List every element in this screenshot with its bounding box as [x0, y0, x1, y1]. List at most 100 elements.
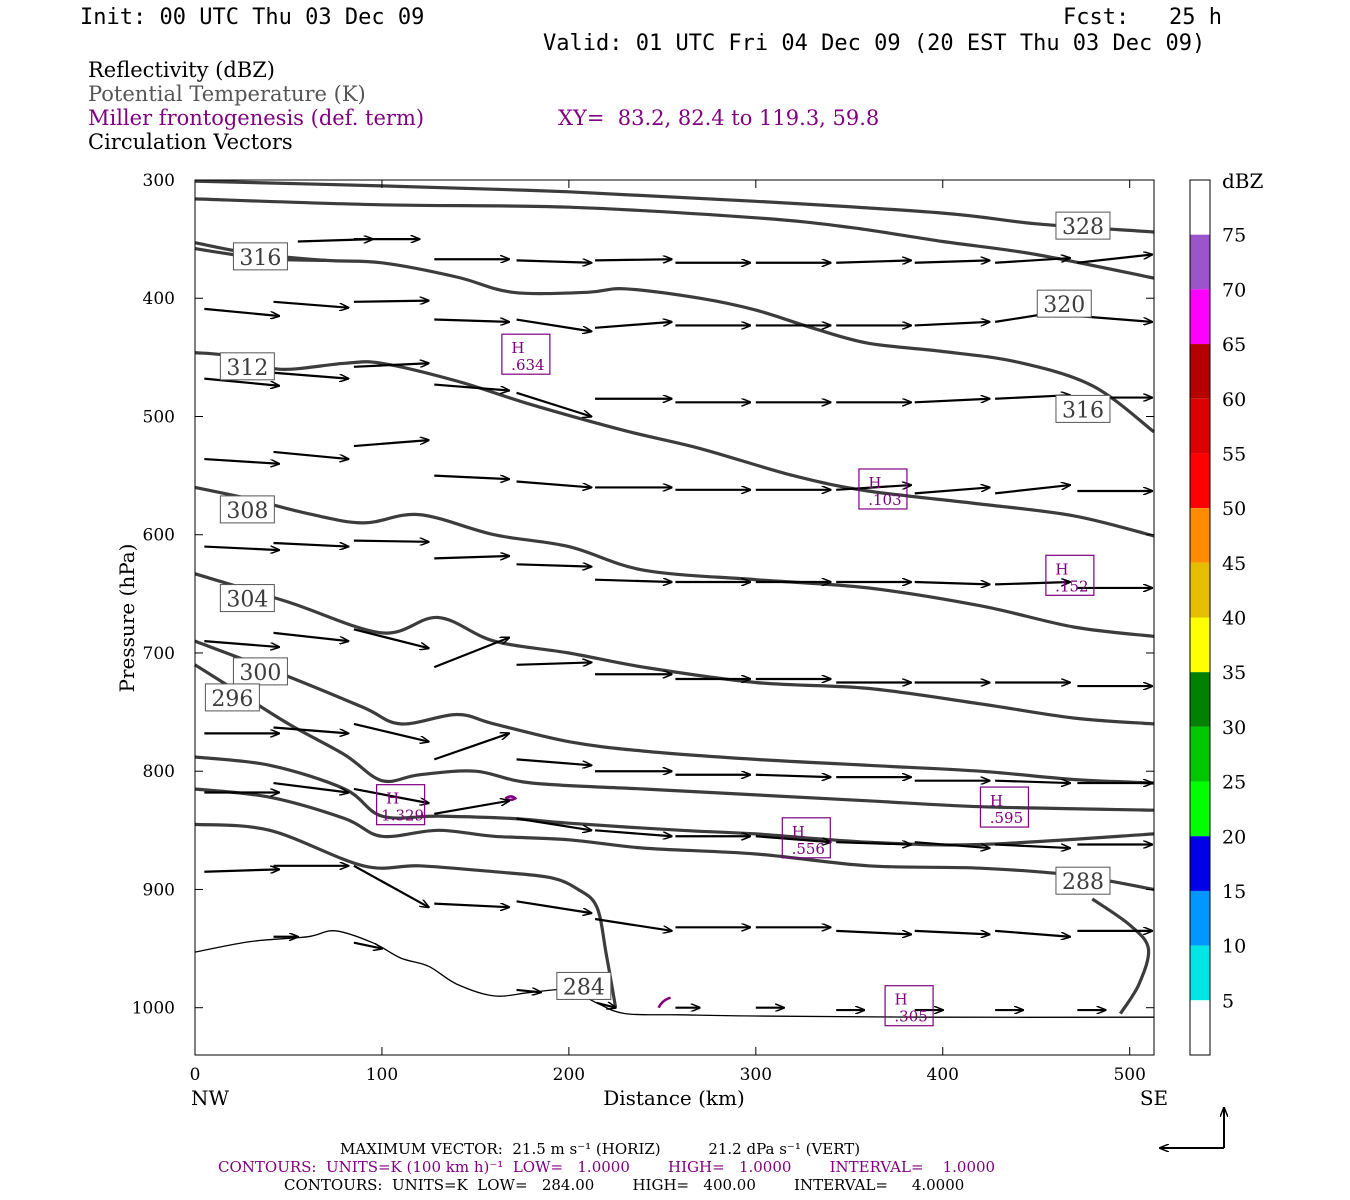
circulation-vector	[204, 869, 279, 871]
circulation-vector	[914, 487, 990, 495]
colorbar-swatch	[1190, 234, 1210, 290]
colorbar-level: 10	[1222, 936, 1246, 958]
theta-contour-324	[194, 197, 1155, 280]
theta-contour-328	[194, 179, 1155, 234]
miller-maximum-box	[376, 784, 426, 826]
theta-label-box	[1055, 866, 1111, 895]
miller-maximum-value: .556	[792, 840, 825, 858]
contours-theta-info: CONTOURS: UNITS=K LOW= 284.00 HIGH= 400.…	[284, 1176, 965, 1194]
colorbar-swatch	[1190, 1000, 1210, 1055]
circulation-vector	[516, 817, 592, 831]
theta-contour-308	[194, 485, 1155, 638]
circulation-vector	[594, 917, 672, 931]
circulation-vector	[353, 787, 429, 803]
miller-maximum-label: H	[990, 792, 1003, 810]
y-tick-label: 700	[143, 644, 175, 664]
theta-label-box	[1055, 394, 1111, 423]
circulation-vector	[273, 631, 349, 641]
circulation-vector	[204, 377, 279, 386]
circulation-vector	[204, 640, 279, 647]
vector-reference-icon	[1160, 1108, 1224, 1148]
colorbar-swatch	[1190, 781, 1210, 837]
y-axis-label: Pressure (hPa)	[115, 544, 139, 693]
circulation-vector	[433, 733, 509, 761]
cross-section-xy: XY= 83.2, 82.4 to 119.3, 59.8	[558, 106, 880, 130]
miller-maximum-box	[979, 786, 1030, 828]
circulation-vector	[273, 450, 349, 459]
circulation-vector	[914, 582, 990, 584]
left-end-label: NW	[191, 1086, 230, 1110]
miller-maximum-box	[858, 468, 908, 510]
circulation-vector	[995, 929, 1070, 937]
circulation-vector	[755, 775, 831, 777]
miller-maximum-value: .595	[990, 809, 1023, 827]
colorbar-level: 40	[1222, 608, 1246, 630]
y-tick-label: 500	[143, 407, 175, 427]
colorbar-swatch	[1190, 672, 1210, 727]
x-axis-label: Distance (km)	[603, 1086, 745, 1110]
circulation-vector	[273, 541, 349, 547]
init-time: Init: 00 UTC Thu 03 Dec 09	[80, 5, 425, 30]
circulation-vector	[594, 322, 672, 329]
colorbar-swatch	[1190, 726, 1210, 782]
x-tick-label: 200	[553, 1065, 585, 1085]
colorbar-swatch	[1190, 836, 1210, 891]
contours-miller-info: CONTOURS: UNITS=K (100 km h)⁻¹ LOW= 1.00…	[218, 1158, 996, 1176]
circulation-vector	[353, 541, 429, 542]
plot-frame	[194, 179, 1155, 1056]
theta-label: 316	[239, 246, 281, 271]
miller-maximum-box	[781, 817, 831, 859]
circulation-vector	[995, 582, 1070, 584]
circulation-vector	[595, 580, 672, 582]
circulation-vector	[836, 929, 911, 935]
circulation-vector	[595, 259, 672, 260]
miller-contour	[657, 996, 671, 1009]
colorbar-swatch	[1190, 945, 1210, 1001]
miller-maximum-box	[501, 333, 551, 375]
circulation-vector	[836, 842, 911, 844]
y-tick-label: 800	[143, 762, 175, 782]
theta-label-box	[232, 242, 288, 271]
circulation-vector	[353, 628, 429, 648]
theta-label: 312	[226, 356, 268, 381]
circulation-vector	[914, 260, 990, 262]
circulation-vector	[353, 941, 382, 949]
colorbar-level: 5	[1222, 990, 1234, 1012]
circulation-vector	[914, 929, 990, 935]
miller-maximum-box	[884, 985, 934, 1027]
circulation-vector	[353, 722, 429, 742]
theta-label: 284	[563, 975, 605, 1000]
colorbar-swatch	[1190, 398, 1210, 454]
miller-maximum-value: .634	[511, 356, 544, 374]
circulation-vector	[204, 457, 279, 464]
x-tick-label: 400	[927, 1065, 959, 1085]
y-tick-label: 1000	[132, 999, 175, 1019]
circulation-vector	[273, 781, 349, 792]
miller-maximum-value: 1.329	[381, 807, 424, 825]
theta-contour-304	[194, 572, 1155, 726]
circulation-vector	[353, 440, 429, 448]
colorbar-swatch	[1190, 890, 1210, 946]
miller-maximum-value: .152	[1055, 577, 1088, 595]
circulation-vector	[516, 564, 592, 566]
miller-maximum-label: H	[511, 339, 524, 357]
colorbar-level: 45	[1222, 553, 1246, 575]
theta-label: 300	[239, 661, 281, 686]
x-tick-label: 0	[190, 1065, 201, 1085]
miller-maximum-label: H	[895, 991, 908, 1009]
circulation-vector	[273, 300, 349, 308]
forecast-hour: Fcst: 25 h	[1063, 5, 1222, 30]
x-tick-label: 500	[1113, 1065, 1145, 1085]
circulation-vector	[516, 391, 592, 417]
colorbar-swatch	[1190, 562, 1210, 618]
theta-contour-292	[194, 755, 1155, 847]
miller-maximum-box	[1045, 554, 1095, 596]
field-vectors: Circulation Vectors	[88, 130, 293, 154]
colorbar-swatch	[1190, 180, 1210, 235]
circulation-vector	[914, 399, 990, 404]
circulation-vector	[516, 318, 592, 332]
circulation-vector	[995, 781, 1070, 783]
theta-contour-284	[194, 822, 618, 1008]
circulation-vector	[594, 829, 672, 836]
circulation-vector	[914, 841, 990, 848]
